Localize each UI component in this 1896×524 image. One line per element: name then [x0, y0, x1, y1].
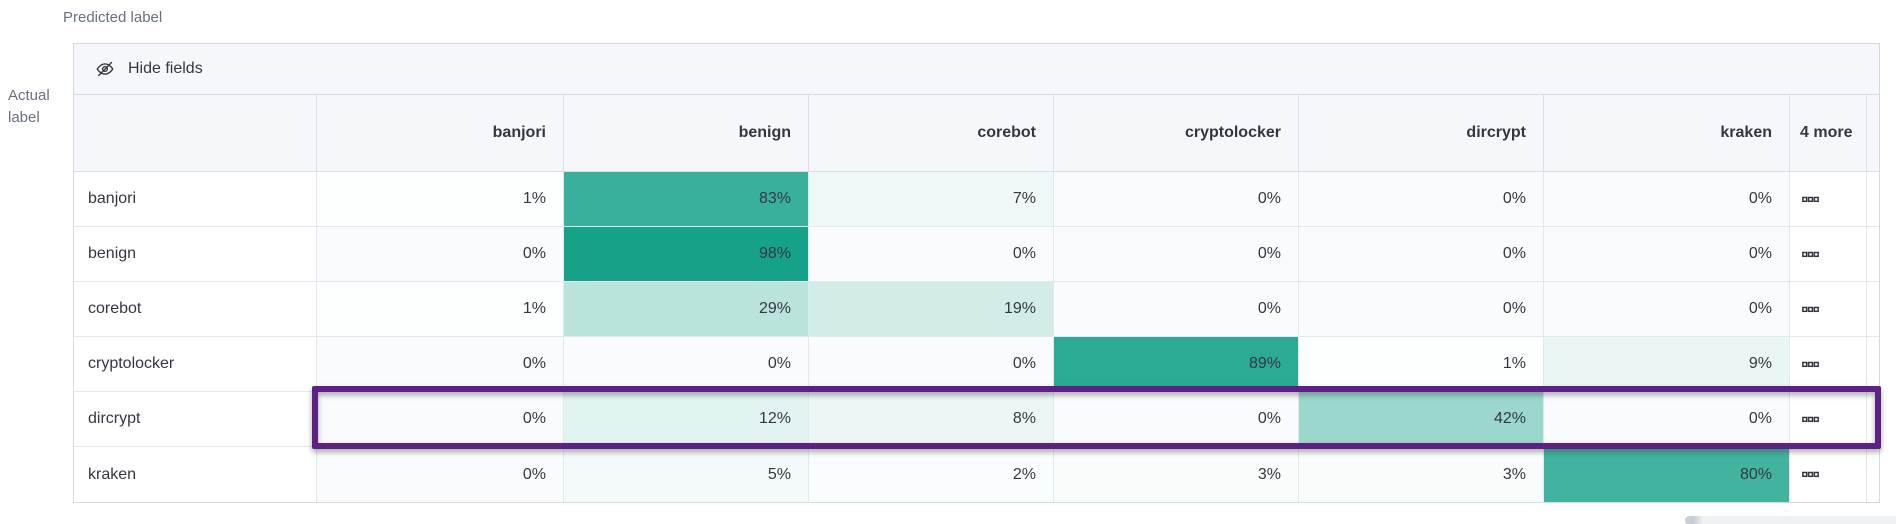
- matrix-cell-banjori-benign[interactable]: 83%: [563, 172, 808, 226]
- matrix-header-row: banjori benign corebot cryptolocker dircrypt…: [74, 95, 1879, 172]
- matrix-cell-cryptolocker-benign[interactable]: 0%: [563, 337, 808, 391]
- boxes-horizontal-icon: [1802, 411, 1819, 428]
- row-more-actions-button[interactable]: [1789, 392, 1867, 446]
- matrix-cell-dircrypt-dircrypt[interactable]: 42%: [1298, 392, 1543, 446]
- matrix-cell-benign-banjori[interactable]: 0%: [316, 227, 563, 281]
- row-more-actions-button[interactable]: [1789, 447, 1867, 502]
- row-label-cell[interactable]: banjori: [74, 172, 316, 226]
- row-more-actions-button[interactable]: [1789, 172, 1867, 226]
- boxes-horizontal-icon: [1802, 191, 1819, 208]
- matrix-cell-benign-benign[interactable]: 98%: [563, 227, 808, 281]
- matrix-cell-cryptolocker-corebot[interactable]: 0%: [808, 337, 1053, 391]
- header-gutter: [1867, 95, 1879, 171]
- column-header-benign[interactable]: benign: [563, 95, 808, 171]
- row-more-actions-button[interactable]: [1789, 227, 1867, 281]
- matrix-row-kraken: kraken 0% 5% 2% 3% 3% 80%: [74, 447, 1879, 502]
- row-gutter: [1867, 172, 1879, 226]
- column-header-dircrypt[interactable]: dircrypt: [1298, 95, 1543, 171]
- row-gutter: [1867, 337, 1879, 391]
- matrix-cell-dircrypt-kraken[interactable]: 0%: [1543, 392, 1789, 446]
- matrix-cell-kraken-cryptolocker[interactable]: 3%: [1053, 447, 1298, 502]
- hide-fields-label: Hide fields: [128, 60, 203, 77]
- eye-closed-icon: [95, 59, 115, 79]
- matrix-row-dircrypt: dircrypt 0% 12% 8% 0% 42% 0%: [74, 392, 1879, 447]
- row-label-cell[interactable]: dircrypt: [74, 392, 316, 446]
- datagrid-toolbar: Hide fields: [74, 44, 1879, 95]
- matrix-row-benign: benign 0% 98% 0% 0% 0% 0%: [74, 227, 1879, 282]
- matrix-cell-benign-dircrypt[interactable]: 0%: [1298, 227, 1543, 281]
- row-gutter: [1867, 447, 1879, 502]
- confusion-matrix-panel: Hide fields banjori benign corebot cryptolo…: [73, 43, 1880, 503]
- matrix-row-cryptolocker: cryptolocker 0% 0% 0% 89% 1% 9%: [74, 337, 1879, 392]
- row-label-cell[interactable]: cryptolocker: [74, 337, 316, 391]
- matrix-row-banjori: banjori 1% 83% 7% 0% 0% 0%: [74, 172, 1879, 227]
- column-header-banjori[interactable]: banjori: [316, 95, 563, 171]
- matrix-cell-corebot-corebot[interactable]: 19%: [808, 282, 1053, 336]
- column-header-corebot[interactable]: corebot: [808, 95, 1053, 171]
- matrix-cell-dircrypt-cryptolocker[interactable]: 0%: [1053, 392, 1298, 446]
- matrix-cell-banjori-dircrypt[interactable]: 0%: [1298, 172, 1543, 226]
- matrix-cell-dircrypt-benign[interactable]: 12%: [563, 392, 808, 446]
- actual-axis-label: Actual label: [8, 87, 50, 126]
- row-label-cell[interactable]: corebot: [74, 282, 316, 336]
- row-gutter: [1867, 282, 1879, 336]
- more-columns-header[interactable]: 4 more: [1789, 95, 1867, 171]
- boxes-horizontal-icon: [1802, 246, 1819, 263]
- column-header-cryptolocker[interactable]: cryptolocker: [1053, 95, 1298, 171]
- row-gutter: [1867, 392, 1879, 446]
- matrix-cell-banjori-corebot[interactable]: 7%: [808, 172, 1053, 226]
- matrix-cell-cryptolocker-cryptolocker[interactable]: 89%: [1053, 337, 1298, 391]
- matrix-cell-corebot-kraken[interactable]: 0%: [1543, 282, 1789, 336]
- row-label-cell[interactable]: kraken: [74, 447, 316, 502]
- matrix-cell-corebot-benign[interactable]: 29%: [563, 282, 808, 336]
- matrix-cell-kraken-kraken[interactable]: 80%: [1543, 447, 1789, 502]
- matrix-cell-kraken-banjori[interactable]: 0%: [316, 447, 563, 502]
- predicted-axis-label: Predicted label: [63, 9, 163, 26]
- row-more-actions-button[interactable]: [1789, 282, 1867, 336]
- matrix-cell-banjori-banjori[interactable]: 1%: [316, 172, 563, 226]
- matrix-cell-kraken-corebot[interactable]: 2%: [808, 447, 1053, 502]
- row-gutter: [1867, 227, 1879, 281]
- boxes-horizontal-icon: [1802, 356, 1819, 373]
- matrix-cell-benign-corebot[interactable]: 0%: [808, 227, 1053, 281]
- column-header-kraken[interactable]: kraken: [1543, 95, 1789, 171]
- matrix-cell-cryptolocker-banjori[interactable]: 0%: [316, 337, 563, 391]
- matrix-cell-corebot-cryptolocker[interactable]: 0%: [1053, 282, 1298, 336]
- matrix-cell-cryptolocker-kraken[interactable]: 9%: [1543, 337, 1789, 391]
- row-more-actions-button[interactable]: [1789, 337, 1867, 391]
- horizontal-scrollbar[interactable]: [1685, 516, 1896, 524]
- hide-fields-button[interactable]: Hide fields: [95, 59, 203, 79]
- matrix-cell-benign-cryptolocker[interactable]: 0%: [1053, 227, 1298, 281]
- matrix-cell-benign-kraken[interactable]: 0%: [1543, 227, 1789, 281]
- boxes-horizontal-icon: [1802, 466, 1819, 483]
- matrix-cell-corebot-banjori[interactable]: 1%: [316, 282, 563, 336]
- matrix-cell-dircrypt-banjori[interactable]: 0%: [316, 392, 563, 446]
- matrix-cell-kraken-dircrypt[interactable]: 3%: [1298, 447, 1543, 502]
- matrix-cell-corebot-dircrypt[interactable]: 0%: [1298, 282, 1543, 336]
- matrix-cell-kraken-benign[interactable]: 5%: [563, 447, 808, 502]
- corner-cell: [74, 95, 316, 171]
- row-label-cell[interactable]: benign: [74, 227, 316, 281]
- matrix-cell-banjori-cryptolocker[interactable]: 0%: [1053, 172, 1298, 226]
- matrix-row-corebot: corebot 1% 29% 19% 0% 0% 0%: [74, 282, 1879, 337]
- matrix-cell-banjori-kraken[interactable]: 0%: [1543, 172, 1789, 226]
- matrix-body: banjori 1% 83% 7% 0% 0% 0% benign 0% 98% 0% 0% 0% 0% c…: [74, 172, 1879, 502]
- matrix-cell-dircrypt-corebot[interactable]: 8%: [808, 392, 1053, 446]
- boxes-horizontal-icon: [1802, 301, 1819, 318]
- matrix-cell-cryptolocker-dircrypt[interactable]: 1%: [1298, 337, 1543, 391]
